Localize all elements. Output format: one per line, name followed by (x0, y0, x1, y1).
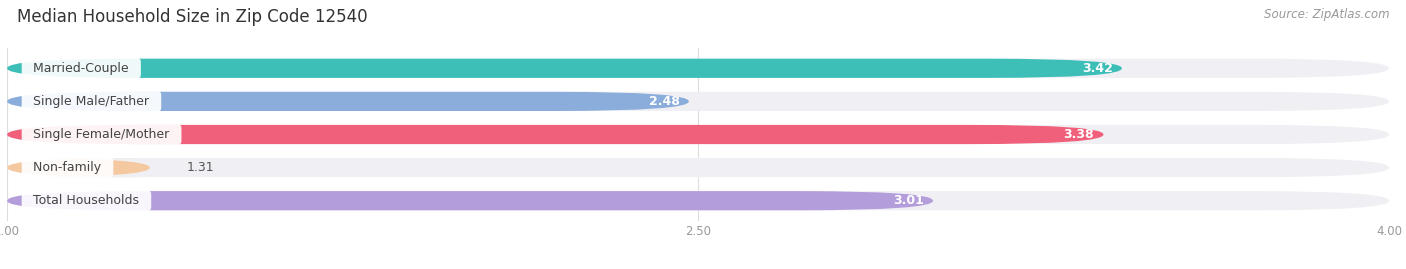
FancyBboxPatch shape (7, 158, 1389, 177)
FancyBboxPatch shape (7, 125, 1104, 144)
Text: Median Household Size in Zip Code 12540: Median Household Size in Zip Code 12540 (17, 8, 367, 26)
Text: 3.38: 3.38 (1064, 128, 1094, 141)
Text: Single Male/Father: Single Male/Father (25, 95, 157, 108)
FancyBboxPatch shape (7, 59, 1122, 78)
FancyBboxPatch shape (7, 125, 1389, 144)
Text: 3.01: 3.01 (893, 194, 924, 207)
Text: 2.48: 2.48 (648, 95, 679, 108)
FancyBboxPatch shape (7, 92, 689, 111)
Text: Married-Couple: Married-Couple (25, 62, 136, 75)
Text: Total Households: Total Households (25, 194, 148, 207)
Text: 3.42: 3.42 (1081, 62, 1112, 75)
FancyBboxPatch shape (7, 59, 1389, 78)
Text: Single Female/Mother: Single Female/Mother (25, 128, 177, 141)
FancyBboxPatch shape (7, 92, 1389, 111)
Text: Source: ZipAtlas.com: Source: ZipAtlas.com (1264, 8, 1389, 21)
FancyBboxPatch shape (7, 191, 934, 210)
FancyBboxPatch shape (7, 158, 150, 177)
FancyBboxPatch shape (7, 191, 1389, 210)
Text: 1.31: 1.31 (187, 161, 214, 174)
Text: Non-family: Non-family (25, 161, 110, 174)
